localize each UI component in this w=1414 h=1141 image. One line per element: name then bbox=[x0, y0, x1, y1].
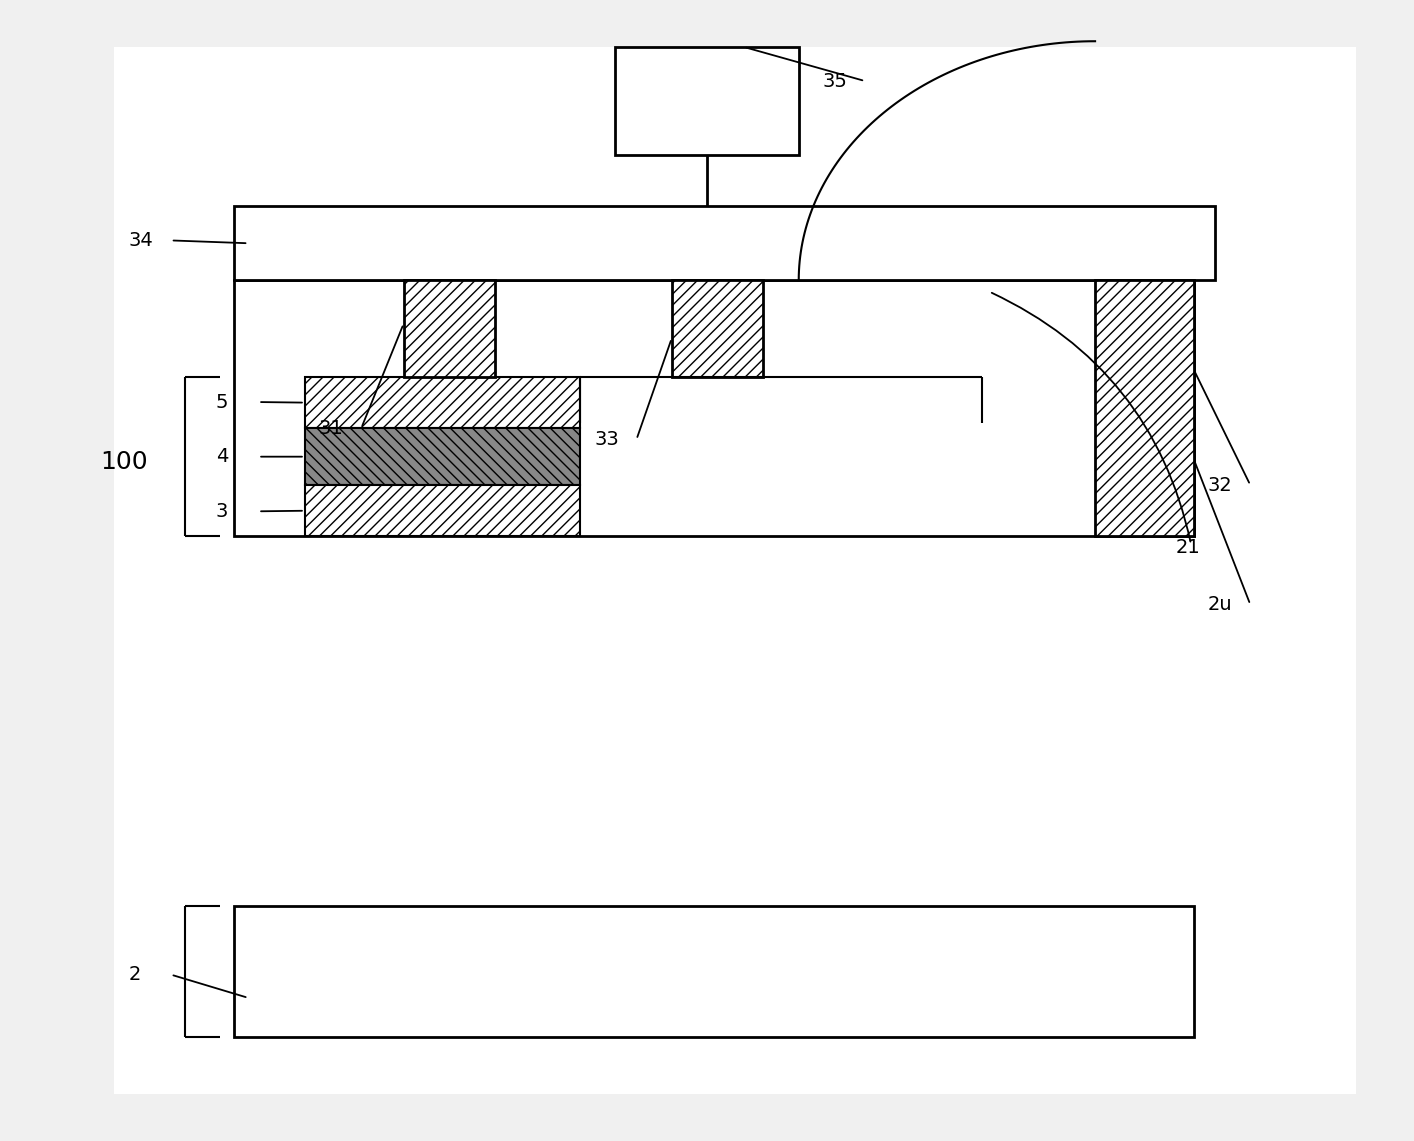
Text: 21: 21 bbox=[1175, 539, 1200, 557]
Bar bbox=[115, 47, 1356, 1094]
Text: 3: 3 bbox=[216, 502, 228, 520]
Text: 35: 35 bbox=[823, 72, 847, 90]
Bar bbox=[1094, 281, 1193, 536]
Text: 5: 5 bbox=[216, 393, 229, 412]
Bar bbox=[305, 485, 580, 536]
Text: 2: 2 bbox=[129, 965, 141, 984]
Text: 32: 32 bbox=[1208, 476, 1233, 495]
Bar bbox=[672, 281, 764, 377]
Text: 34: 34 bbox=[129, 230, 153, 250]
Bar bbox=[305, 428, 580, 485]
Text: 100: 100 bbox=[100, 451, 148, 475]
Bar bbox=[615, 47, 799, 155]
Bar bbox=[235, 906, 1193, 1037]
Text: 33: 33 bbox=[594, 430, 619, 450]
Text: 2u: 2u bbox=[1208, 596, 1233, 614]
Bar bbox=[235, 207, 1215, 281]
Text: 31: 31 bbox=[320, 419, 344, 438]
Bar bbox=[403, 281, 495, 377]
Text: 4: 4 bbox=[216, 447, 228, 467]
Bar bbox=[305, 377, 580, 428]
Bar bbox=[235, 281, 1193, 536]
